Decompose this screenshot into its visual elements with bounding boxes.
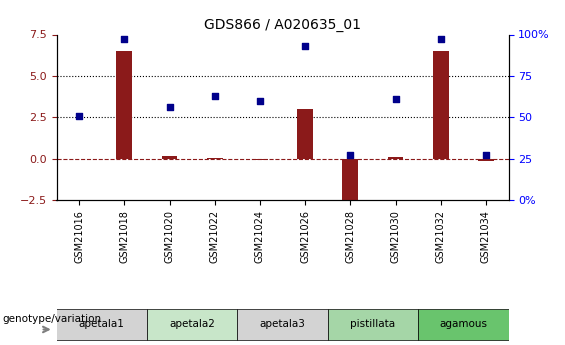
FancyBboxPatch shape <box>237 309 328 340</box>
FancyBboxPatch shape <box>56 309 147 340</box>
Bar <box>342 159 358 204</box>
Text: pistillata: pistillata <box>350 319 396 329</box>
Point <box>346 152 355 158</box>
Point <box>301 43 310 49</box>
FancyBboxPatch shape <box>418 309 509 340</box>
Point <box>165 105 174 110</box>
Point <box>391 96 400 102</box>
Point <box>210 93 219 99</box>
Bar <box>116 51 132 159</box>
FancyBboxPatch shape <box>328 309 418 340</box>
Bar <box>433 51 449 159</box>
Text: apetala2: apetala2 <box>169 319 215 329</box>
Bar <box>162 156 177 159</box>
Point <box>481 152 490 158</box>
Point <box>255 98 264 104</box>
Text: agamous: agamous <box>440 319 487 329</box>
Title: GDS866 / A020635_01: GDS866 / A020635_01 <box>204 18 361 32</box>
FancyBboxPatch shape <box>147 309 237 340</box>
Point <box>75 113 84 118</box>
Point <box>120 37 129 42</box>
Bar <box>297 109 313 159</box>
Bar <box>388 157 403 159</box>
Bar <box>478 159 494 161</box>
Text: genotype/variation: genotype/variation <box>3 314 102 324</box>
Text: apetala3: apetala3 <box>259 319 306 329</box>
Point <box>436 37 445 42</box>
Text: apetala1: apetala1 <box>79 319 125 329</box>
Bar <box>207 158 223 159</box>
